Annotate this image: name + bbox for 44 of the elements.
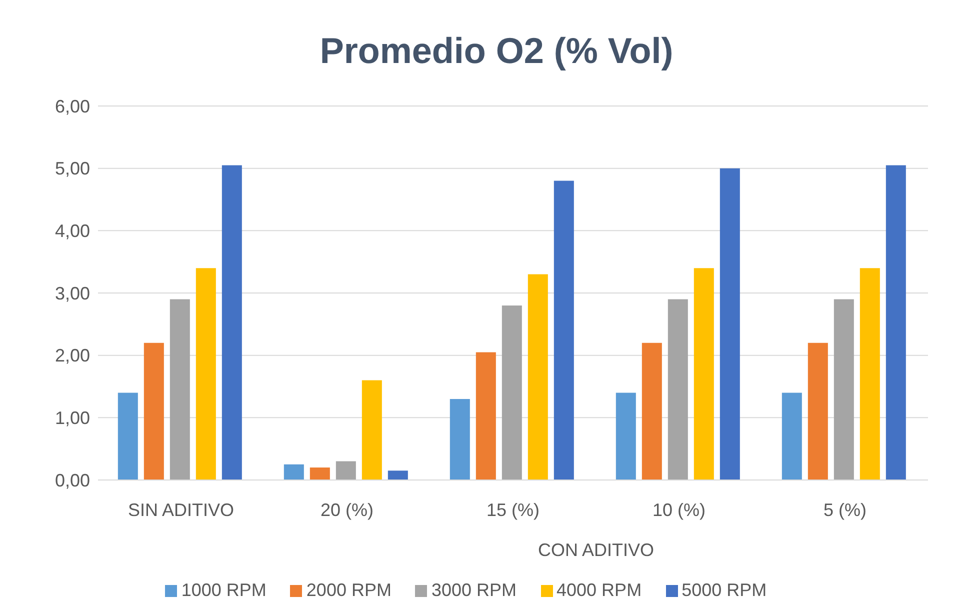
legend-label: 2000 RPM (306, 580, 392, 600)
bar (502, 305, 522, 480)
y-tick-label: 0,00 (54, 470, 90, 490)
bar (886, 165, 906, 480)
bar (476, 352, 496, 480)
x-tick-label: 15 (%) (486, 500, 540, 520)
bar (362, 380, 382, 480)
bar (310, 468, 330, 480)
group-label: CON ADITIVO (538, 540, 654, 560)
bar (860, 268, 880, 480)
bar (694, 268, 714, 480)
bar (668, 299, 688, 480)
bar (118, 392, 138, 480)
legend-label: 3000 RPM (431, 580, 517, 600)
bar (336, 461, 356, 480)
bar (616, 392, 636, 480)
bar (554, 180, 574, 480)
x-tick-label: SIN ADITIVO (128, 500, 234, 520)
bar (720, 168, 740, 480)
bar (170, 299, 190, 480)
chart-title: Promedio O2 (% Vol) (318, 29, 674, 73)
x-tick-label: 5 (%) (823, 500, 867, 520)
y-tick-label: 4,00 (54, 221, 90, 242)
y-tick-label: 1,00 (54, 408, 90, 428)
x-tick-label: 20 (%) (320, 500, 374, 520)
bar (808, 342, 828, 480)
legend-label: 5000 RPM (682, 580, 767, 600)
bar (196, 268, 216, 480)
y-tick-label: 6,00 (54, 96, 90, 116)
bar (834, 299, 854, 480)
bar (284, 464, 304, 480)
legend-label: 1000 RPM (181, 580, 266, 600)
y-tick-label: 2,00 (54, 346, 90, 366)
bar (642, 342, 662, 480)
bar (528, 274, 548, 480)
bar (222, 165, 242, 480)
y-tick-label: 3,00 (54, 283, 90, 304)
legend-label: 4000 RPM (556, 580, 642, 600)
bar (388, 470, 408, 480)
bar (450, 398, 470, 480)
x-tick-label: 10 (%) (652, 500, 706, 520)
bar (144, 342, 164, 480)
bar (782, 392, 802, 480)
y-tick-label: 5,00 (54, 158, 90, 179)
